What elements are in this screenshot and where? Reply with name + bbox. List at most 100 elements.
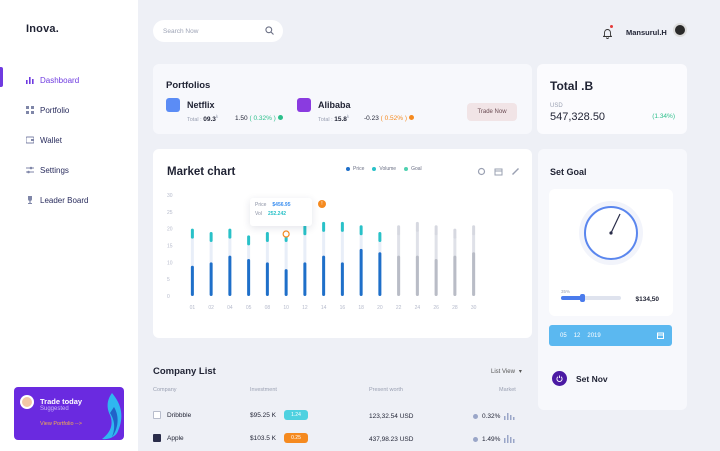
price-bar [378,252,382,296]
y-tick-label: 10 [167,260,173,266]
x-tick-label: 08 [265,305,271,311]
sidebar-item-settings[interactable]: Settings [0,155,138,185]
sidebar-item-dashboard[interactable]: Dashboard [0,65,138,95]
x-tick-label: 30 [471,305,477,311]
view-portfolio-link[interactable]: View Portfolio --> [40,421,82,427]
change-badge: 1.24 [284,410,308,420]
company-list-title: Company List [153,366,216,377]
trade-now-button[interactable]: Trade Now [467,103,517,121]
list-view-dropdown[interactable]: List View ▾ [491,368,522,376]
user-avatar[interactable] [673,23,687,37]
notification-bell[interactable] [602,25,613,44]
volume-bar [378,232,382,243]
mini-bars-icon [504,435,515,443]
avatar [20,395,34,409]
goal-gauge-card: 35% $134,50 [549,189,673,316]
slider-percent: 35% [561,289,571,294]
date-year[interactable]: 2019 [587,332,601,339]
volume-bar [453,228,457,239]
table-row[interactable]: Apple $103.5 K 0.25 437,98.23 USD 1.49% [153,430,525,446]
user-name[interactable]: Mansurul.H [626,28,667,37]
goal-amount: $134,50 [635,296,660,303]
investment: $103.5 K [250,435,277,442]
grid-icon [26,106,34,114]
price-bar [359,248,363,296]
sidebar-item-wallet[interactable]: Wallet [0,125,138,155]
flame-illustration-icon [102,393,122,440]
volume-bar [228,228,232,239]
volume-bar [359,225,363,236]
stock-name: Netflix [187,100,215,110]
volume-bar [303,225,307,236]
price-bar [322,255,326,296]
y-tick-label: 15 [167,244,173,250]
volume-bar [397,225,401,236]
price-bar [284,269,288,296]
settings-icon [26,166,34,174]
price-bar [415,255,419,296]
market-chart-title: Market chart [167,166,236,178]
volume-bar [415,221,419,232]
trade-today-card[interactable]: Trade today Suggested View Portfolio --> [14,387,124,440]
trade-card-title: Trade today [40,397,83,406]
price-bar [472,252,476,296]
y-tick-label: 20 [167,227,173,233]
search-bar[interactable] [153,20,283,42]
present-worth: 437,98.23 USD [369,436,414,443]
legend-goal[interactable]: Goal [404,166,422,172]
y-tick-label: 25 [167,210,173,216]
edit-icon[interactable] [511,163,520,175]
legend-volume[interactable]: Volume [372,166,396,172]
table-row[interactable]: Dribbble $95.25 K 1.24 123,32.54 USD 0.3… [153,407,525,423]
goal-slider[interactable] [561,294,621,302]
calendar-icon[interactable] [494,163,503,176]
settings-icon[interactable] [477,163,486,176]
price-bar [228,255,232,296]
y-tick-label: 5 [167,277,170,283]
tooltip-close-icon[interactable]: ! [318,200,326,208]
set-goal-card: Set Goal 35% $134,50 05 12 2019 Set Nov [538,149,687,410]
bar-chart-icon [26,77,34,84]
portfolios-card: Portfolios Netflix Total : 09.3k 1.50 ( … [153,64,532,134]
investment: $95.25 K [250,412,277,419]
change-badge: 0.25 [284,433,308,443]
search-input[interactable] [163,27,258,35]
row-checkbox[interactable] [153,411,161,419]
price-bar [247,258,251,296]
date-month[interactable]: 12 [573,332,581,339]
market-chart-card: Market chart Price Volume Goal 30 25 20 15 1… [153,149,532,338]
date-picker[interactable]: 05 12 2019 [549,325,672,346]
market-bar-chart: 30 25 20 15 10 5 0 01 02 04 05 08 10 12 14 16 18 20 22 24 26… [167,193,477,311]
sidebar: Inova. Dashboard Portfolio Wallet Settin… [0,0,138,451]
sidebar-item-label: Dashboard [40,75,80,85]
date-day[interactable]: 05 [560,332,567,339]
x-tick-label: 22 [396,305,402,311]
bell-icon [602,29,613,39]
market-cell: 0.32% [473,412,516,420]
x-tick-label: 12 [302,305,308,311]
slider-handle[interactable] [580,294,585,302]
sidebar-item-portfolio[interactable]: Portfolio [0,95,138,125]
alibaba-logo-icon [297,98,311,112]
chart-legend: Price Volume Goal [346,166,422,172]
volume-bar [322,221,326,232]
volume-bar [472,225,476,236]
x-tick-label: 14 [321,305,327,311]
x-tick-label: 28 [452,305,458,311]
legend-price[interactable]: Price [346,166,364,172]
down-arrow-icon [408,115,414,120]
chart-tools [477,163,520,176]
row-checkbox[interactable] [153,434,161,442]
x-tick-label: 10 [283,305,289,311]
stock-total: Total : 09.3k [187,114,219,123]
set-nov-button[interactable]: Set Nov [552,371,608,386]
y-tick-label: 0 [167,294,170,300]
sidebar-item-leader-board[interactable]: Leader Board [0,185,138,215]
total-title: Total .B [550,79,594,93]
present-worth: 123,32.54 USD [369,413,414,420]
price-bar [340,262,344,296]
company-name: Dribbble [167,412,192,419]
calendar-icon[interactable] [657,332,664,339]
search-icon[interactable] [265,26,274,35]
company-name: Apple [167,435,184,442]
